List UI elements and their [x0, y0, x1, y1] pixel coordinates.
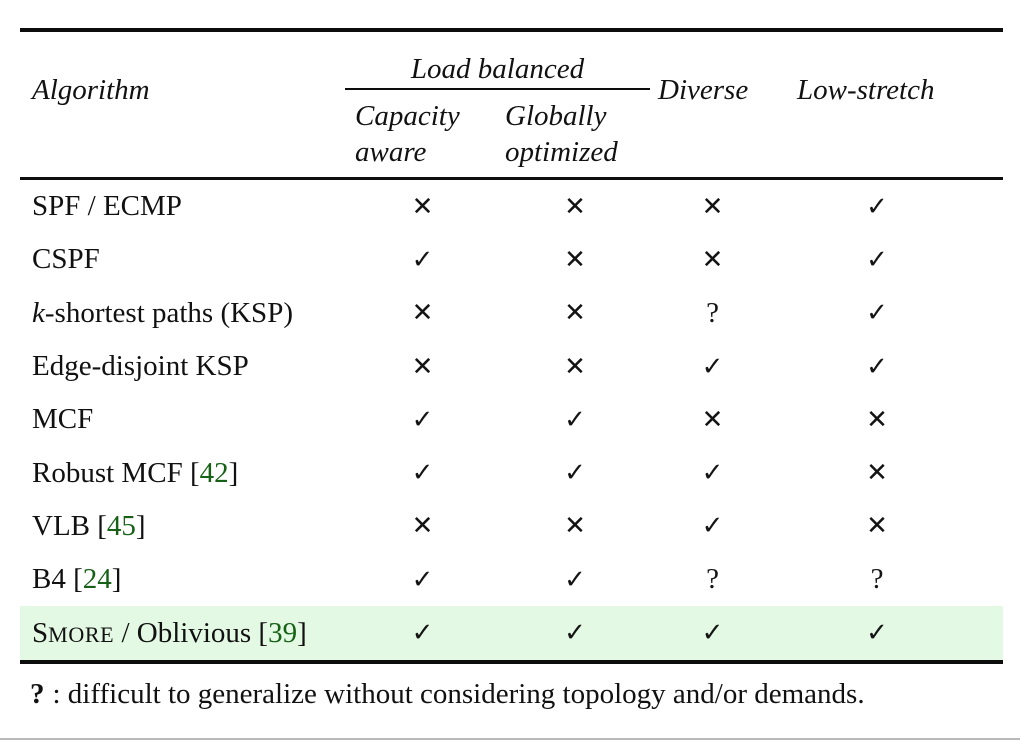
column-group-load-balanced: Load balanced Capacity aware Globally op… [345, 32, 650, 170]
cross-mark: ✕ [564, 191, 586, 222]
label-segment: S [32, 616, 49, 649]
label-segment: MCF [32, 403, 94, 436]
label-segment: ] [297, 616, 307, 649]
cross-mark: ✕ [411, 351, 434, 382]
label-segment: ] [111, 563, 122, 596]
algorithm-name: B4 [24] [20, 563, 345, 596]
table-row-highlighted: SMORE / Oblivious [39] ✓ ✓ ✓ ✓ [20, 606, 1003, 660]
algorithm-name: Robust MCF [42] [20, 457, 345, 490]
column-header-capacity-aware: Capacity aware [355, 100, 460, 168]
algorithm-name: SMORE / Oblivious [39] [20, 617, 345, 650]
group-header-load-balanced: Load balanced [345, 50, 650, 90]
label-segment: -shortest paths (KSP) [44, 296, 293, 329]
check-mark: ✓ [411, 564, 434, 595]
check-mark: ✓ [701, 351, 724, 382]
cross-mark: ✕ [411, 511, 434, 542]
column-header-algorithm: Algorithm [32, 74, 150, 106]
table-row: VLB [45] ✕ ✕ ✓ ✕ [20, 500, 1003, 553]
cross-mark: ✕ [411, 191, 434, 222]
cross-mark: ✕ [564, 511, 586, 542]
check-mark: ✓ [866, 351, 888, 382]
label-segment: ] [135, 509, 146, 542]
label-segment: / Oblivious [ [114, 616, 269, 649]
table-row: CSPF ✓ ✕ ✕ ✓ [20, 233, 1003, 286]
label-segment: Edge-disjoint KSP [32, 350, 249, 383]
algorithm-name: MCF [20, 403, 345, 436]
column-header-diverse: Diverse [658, 74, 749, 106]
cross-mark: ✕ [701, 404, 724, 435]
cross-mark: ✕ [866, 458, 888, 489]
check-mark: ✓ [564, 564, 586, 595]
cross-mark: ✕ [701, 191, 724, 222]
check-mark: ✓ [411, 458, 434, 489]
table-header: Algorithm Load balanced Capacity aware G… [20, 32, 1003, 180]
footnote-text: : difficult to generalize without consid… [52, 678, 865, 710]
load-balanced-subheaders: Capacity aware Globally optimized [345, 90, 650, 170]
check-mark: ✓ [411, 244, 434, 275]
page-bottom-divider [0, 738, 1020, 740]
check-mark: ✓ [411, 404, 434, 435]
check-mark: ✓ [701, 618, 724, 649]
label-segment: MORE [48, 621, 115, 647]
column-header-low-stretch: Low-stretch [797, 74, 935, 106]
label-segment: B4 [ [32, 563, 83, 596]
cross-mark: ✕ [564, 351, 586, 382]
check-mark: ✓ [564, 618, 586, 649]
label-segment: k [32, 296, 45, 329]
algorithm-name: Edge-disjoint KSP [20, 350, 345, 383]
label-segment: CSPF [32, 243, 100, 276]
question-mark: ? [706, 563, 719, 596]
table-row: Robust MCF [42] ✓ ✓ ✓ ✕ [20, 446, 1003, 499]
check-mark: ✓ [564, 404, 586, 435]
cross-mark: ✕ [411, 298, 434, 329]
table-row: Edge-disjoint KSP ✕ ✕ ✓ ✓ [20, 340, 1003, 393]
column-header-globally-optimized: Globally optimized [505, 100, 618, 168]
algorithm-name: SPF / ECMP [20, 190, 345, 223]
cross-mark: ✕ [564, 244, 586, 275]
check-mark: ✓ [411, 618, 434, 649]
table-footnote: ?: difficult to generalize without consi… [30, 678, 865, 711]
algorithm-name: k-shortest paths (KSP) [20, 297, 345, 330]
check-mark: ✓ [866, 191, 888, 222]
cross-mark: ✕ [866, 511, 888, 542]
footnote-question-marker: ? [30, 678, 45, 710]
label-segment: SPF / ECMP [32, 190, 182, 223]
citation-number: 45 [106, 509, 136, 542]
check-mark: ✓ [866, 618, 888, 649]
cross-mark: ✕ [701, 244, 724, 275]
cross-mark: ✕ [866, 404, 888, 435]
question-mark: ? [706, 296, 719, 329]
citation-number: 24 [82, 563, 112, 596]
check-mark: ✓ [866, 298, 888, 329]
check-mark: ✓ [701, 511, 724, 542]
label-segment: ] [228, 456, 239, 489]
label-segment: Robust MCF [ [32, 456, 200, 489]
citation-number: 39 [268, 616, 298, 649]
table-bottom-rule [20, 659, 1003, 664]
algorithm-name: VLB [45] [20, 510, 345, 543]
citation-number: 42 [199, 456, 229, 489]
table-top-rule [20, 28, 1003, 32]
table-row: B4 [24] ✓ ✓?? [20, 553, 1003, 606]
check-mark: ✓ [564, 458, 586, 489]
algorithm-comparison-table: Algorithm Load balanced Capacity aware G… [20, 28, 1003, 664]
table-row: SPF / ECMP ✕ ✕ ✕ ✓ [20, 180, 1003, 233]
table-row: MCF ✓ ✓ ✕ ✕ [20, 393, 1003, 446]
label-segment: VLB [ [32, 509, 107, 542]
check-mark: ✓ [701, 458, 724, 489]
cross-mark: ✕ [564, 298, 586, 329]
table-body: SPF / ECMP ✕ ✕ ✕ ✓ CSPF ✓ ✕ ✕ ✓ k-shortest paths (… [20, 180, 1003, 660]
table-row: k-shortest paths (KSP) ✕ ✕? ✓ [20, 287, 1003, 340]
check-mark: ✓ [866, 244, 888, 275]
question-mark: ? [870, 563, 884, 596]
algorithm-name: CSPF [20, 243, 345, 276]
